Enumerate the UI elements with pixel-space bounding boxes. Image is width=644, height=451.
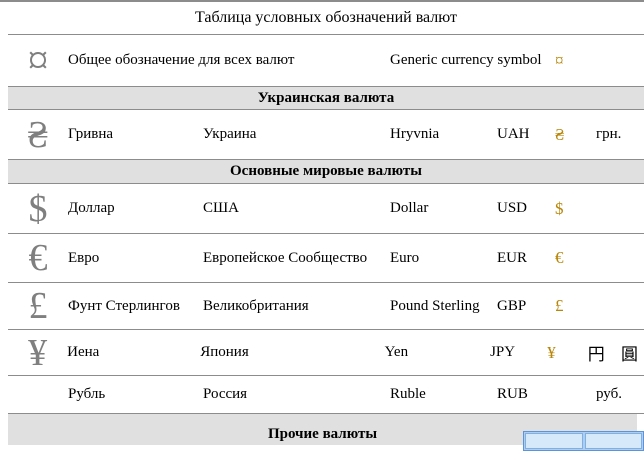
- dollar-symbol-large: $: [28, 187, 48, 230]
- currency-abbreviation: грн.: [596, 126, 622, 142]
- pound-symbol-large: £: [28, 285, 48, 327]
- currency-name: Доллар: [68, 200, 115, 216]
- currency-english-name: Hryvnia: [390, 126, 440, 142]
- hryvnia-symbol-large: ₴: [27, 113, 49, 156]
- euro-symbol-large: €: [28, 237, 48, 279]
- section-header-world: Основные мировые валюты: [8, 160, 644, 184]
- currency-english-name: Yen: [384, 344, 409, 360]
- currency-country: Европейское Сообщество: [203, 249, 368, 266]
- generic-english-label: Generic currency symbol: [390, 52, 542, 68]
- currency-name: Рубль: [68, 386, 106, 402]
- section-header-ukrainian: Украинская валюта: [8, 87, 644, 110]
- yen-symbol-large: ¥: [28, 331, 48, 374]
- currency-code: EUR: [497, 249, 527, 266]
- currency-country: Украина: [203, 126, 257, 142]
- section-header-label: Прочие валюты: [267, 426, 378, 442]
- currency-name: Фунт Стерлингов: [68, 297, 180, 314]
- bottom-popup-bar: [523, 431, 644, 451]
- currency-country: Россия: [203, 386, 248, 402]
- currency-english-name: Ruble: [390, 386, 426, 402]
- table-row-ruble: Рубль Россия Ruble RUB руб.: [8, 376, 644, 414]
- currency-code: JPY: [490, 344, 516, 360]
- currency-abbreviation: руб.: [596, 386, 622, 402]
- currency-name: Гривна: [68, 126, 114, 142]
- popup-button-1[interactable]: [525, 433, 583, 449]
- generic-currency-symbol-small: ¤: [555, 50, 564, 70]
- generic-currency-symbol-large: ¤: [27, 37, 49, 84]
- yen-kanji-glyphs: 円 圓: [587, 345, 644, 364]
- table-row-generic: ¤ Общее обозначение для всех валют Gener…: [8, 35, 644, 87]
- dollar-symbol-small: $: [555, 198, 564, 218]
- currency-name: Евро: [68, 249, 100, 266]
- currency-code: GBP: [497, 297, 527, 314]
- popup-button-2[interactable]: [584, 433, 642, 449]
- table-row-euro: € Евро Европейское Сообщество Euro EUR €: [8, 234, 644, 283]
- page-top-border: [0, 0, 644, 2]
- page-title: Таблица условных обозначений валют: [194, 9, 457, 26]
- currency-country: Япония: [200, 344, 249, 360]
- currency-name: Иена: [67, 344, 100, 360]
- table-row-yen: ¥ Иена Япония Yen JPY ¥ 円 圓: [8, 330, 644, 376]
- yen-symbol-small: ¥: [547, 342, 556, 362]
- hryvnia-symbol-small: ₴: [555, 124, 565, 144]
- currency-code: UAH: [497, 126, 530, 142]
- currency-english-name: Dollar: [390, 200, 429, 216]
- pound-symbol-small: £: [555, 296, 564, 315]
- euro-symbol-small: €: [555, 248, 564, 267]
- table-row-pound: £ Фунт Стерлингов Великобритания Pound S…: [8, 283, 644, 330]
- currency-country: США: [203, 200, 239, 216]
- currency-code: RUB: [497, 386, 528, 402]
- currency-english-name: Euro: [390, 249, 420, 266]
- section-header-label: Основные мировые валюты: [230, 163, 422, 179]
- currency-country: Великобритания: [203, 297, 309, 314]
- table-row-dollar: $ Доллар США Dollar USD $: [8, 184, 644, 234]
- section-header-label: Украинская валюта: [257, 89, 395, 106]
- currency-table: Таблица условных обозначений валют ¤ Общ…: [8, 2, 644, 445]
- table-row-hryvnia: ₴ Гривна Украина Hryvnia UAH ₴ грн.: [8, 110, 644, 160]
- currency-english-name: Pound Sterling: [390, 297, 480, 314]
- table-title-row: Таблица условных обозначений валют: [8, 2, 644, 35]
- currency-code: USD: [497, 200, 528, 216]
- generic-description: Общее обозначение для всех валют: [68, 52, 295, 68]
